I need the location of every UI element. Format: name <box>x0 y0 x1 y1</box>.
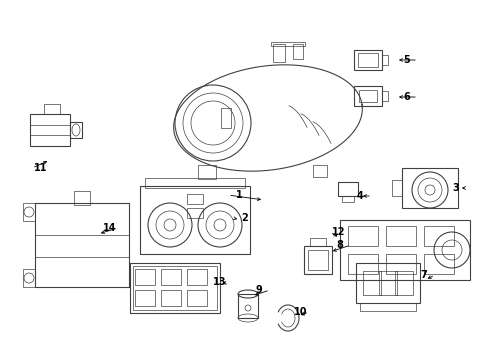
Bar <box>44 104 60 114</box>
Text: 4: 4 <box>357 191 364 201</box>
Text: 11: 11 <box>33 163 47 173</box>
Bar <box>386 254 416 274</box>
Bar <box>358 53 378 67</box>
Bar <box>386 226 416 246</box>
Text: 13: 13 <box>213 277 226 287</box>
Bar <box>359 90 377 102</box>
Bar <box>293 44 303 59</box>
Bar <box>187 269 207 285</box>
Bar <box>221 108 231 128</box>
Bar <box>273 44 285 62</box>
Bar <box>304 246 332 274</box>
Bar <box>161 269 181 285</box>
Bar <box>133 266 217 310</box>
Text: 14: 14 <box>103 223 117 233</box>
Bar <box>382 91 388 101</box>
Text: 7: 7 <box>420 270 427 280</box>
Bar <box>402 168 458 208</box>
Text: 6: 6 <box>403 92 410 102</box>
Bar <box>363 271 381 295</box>
Bar <box>30 114 70 146</box>
Bar <box>342 196 354 202</box>
Bar <box>23 269 35 287</box>
Bar <box>271 42 305 46</box>
Bar <box>140 186 250 254</box>
Text: 12: 12 <box>332 227 345 237</box>
Bar <box>70 122 82 138</box>
Bar <box>348 254 378 274</box>
Bar <box>187 194 203 204</box>
Bar <box>310 238 326 246</box>
Bar <box>382 55 388 65</box>
Bar <box>395 271 413 295</box>
Bar <box>340 220 470 280</box>
Bar <box>135 269 155 285</box>
Bar <box>354 86 382 106</box>
Bar <box>308 250 328 270</box>
Bar <box>135 290 155 306</box>
Bar <box>74 191 90 205</box>
Bar <box>356 263 420 303</box>
Bar <box>187 208 203 218</box>
Text: 9: 9 <box>255 285 262 295</box>
Bar <box>130 263 220 313</box>
Bar <box>187 290 207 306</box>
Bar <box>338 182 358 196</box>
Bar <box>424 254 454 274</box>
Bar <box>313 165 327 177</box>
Text: 2: 2 <box>241 213 248 223</box>
Bar <box>161 290 181 306</box>
Bar <box>424 226 454 246</box>
Text: 1: 1 <box>236 190 243 200</box>
Bar <box>23 203 35 221</box>
Bar <box>348 226 378 246</box>
Bar <box>379 271 397 295</box>
Bar <box>238 294 258 318</box>
Text: 3: 3 <box>452 183 459 193</box>
Text: 8: 8 <box>336 240 343 250</box>
Bar <box>198 165 216 179</box>
Text: 5: 5 <box>403 55 410 65</box>
Bar <box>392 180 402 196</box>
Bar <box>354 50 382 70</box>
Bar <box>145 178 245 188</box>
Text: 10: 10 <box>294 307 308 317</box>
Bar <box>360 303 416 311</box>
